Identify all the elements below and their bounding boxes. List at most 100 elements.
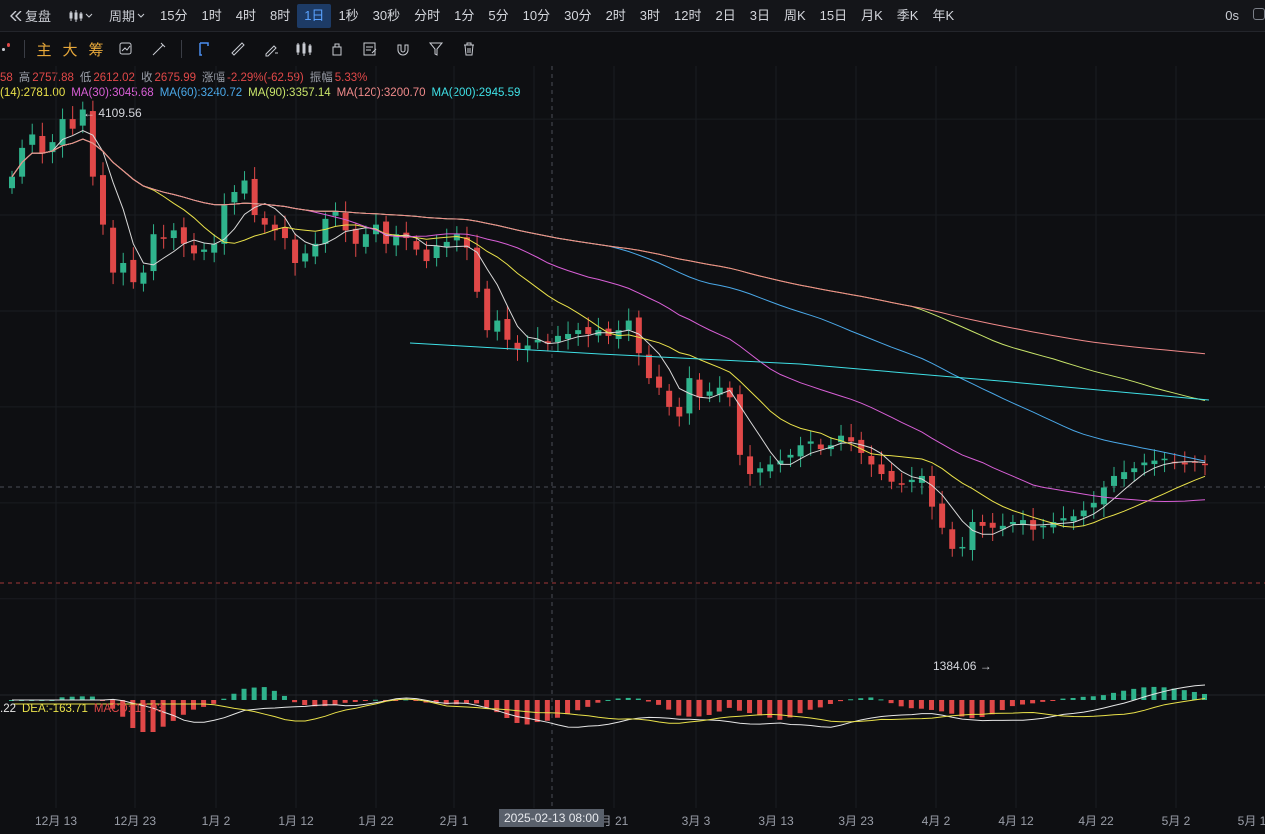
candle-body bbox=[969, 522, 976, 551]
candle-body bbox=[231, 192, 238, 203]
ruler-icon[interactable] bbox=[221, 35, 254, 63]
candle-body bbox=[939, 503, 946, 528]
chips-button[interactable]: 筹 bbox=[88, 41, 104, 59]
candle-body bbox=[211, 243, 218, 253]
macd-bar bbox=[565, 700, 571, 715]
candle-body bbox=[848, 437, 855, 442]
macd-bar bbox=[413, 700, 419, 701]
interval-16[interactable]: 3日 bbox=[749, 7, 770, 23]
interval-13[interactable]: 3时 bbox=[639, 7, 661, 23]
interval-11[interactable]: 30分 bbox=[564, 7, 592, 23]
more-icon[interactable] bbox=[2, 43, 10, 51]
candle-body bbox=[1121, 472, 1128, 480]
open-value: 58 bbox=[0, 72, 13, 84]
interval-6[interactable]: 30秒 bbox=[372, 7, 401, 23]
interval-14[interactable]: 12时 bbox=[674, 7, 702, 23]
lock-icon[interactable] bbox=[320, 35, 353, 63]
indicator-icon[interactable] bbox=[109, 35, 142, 63]
macd-value: MACD:-17.03 bbox=[93, 703, 164, 715]
candle-body bbox=[150, 234, 157, 272]
draw-tools-icon[interactable] bbox=[142, 35, 175, 63]
ma-line bbox=[11, 138, 1206, 503]
macd-bar bbox=[251, 687, 257, 700]
candle-body bbox=[9, 176, 15, 189]
note-icon[interactable] bbox=[353, 35, 386, 63]
interval-4[interactable]: 1日 bbox=[297, 3, 332, 28]
candle-body bbox=[180, 227, 187, 244]
interval-0[interactable]: 15分 bbox=[160, 7, 188, 23]
replay-button[interactable]: 复盘 bbox=[0, 6, 61, 25]
macd-bar bbox=[433, 700, 439, 704]
candle-body bbox=[1100, 487, 1107, 505]
interval-12[interactable]: 2时 bbox=[605, 7, 626, 23]
macd-bar bbox=[888, 700, 894, 704]
interval-21[interactable]: 年K bbox=[932, 7, 955, 23]
macd-bar bbox=[747, 700, 753, 714]
candle-body bbox=[170, 230, 177, 239]
macd-bar bbox=[312, 700, 318, 707]
candle-body bbox=[666, 390, 673, 407]
interval-10[interactable]: 10分 bbox=[522, 7, 551, 23]
candle-body bbox=[474, 247, 481, 292]
macd-bar bbox=[1171, 688, 1177, 700]
interval-17[interactable]: 周K bbox=[783, 7, 806, 23]
interval-20[interactable]: 季K bbox=[896, 7, 919, 23]
candle-body bbox=[221, 205, 228, 244]
candle-body bbox=[49, 142, 56, 153]
change-value: -2.29%(-62.59) bbox=[227, 72, 304, 84]
candle-body bbox=[130, 259, 137, 283]
chevron-down-icon bbox=[85, 13, 93, 18]
macd-bar bbox=[190, 700, 196, 710]
ma-legend-1: MA(30):3045.68 bbox=[71, 87, 154, 99]
interval-9[interactable]: 5分 bbox=[488, 7, 509, 23]
interval-15[interactable]: 2日 bbox=[715, 7, 736, 23]
interval-5[interactable]: 1秒 bbox=[338, 7, 359, 23]
brush-icon[interactable] bbox=[254, 35, 287, 63]
high-value: 2757.88 bbox=[32, 72, 74, 84]
candle-body bbox=[605, 328, 612, 336]
time-label: 2月 1 bbox=[439, 814, 469, 828]
ma-line bbox=[11, 138, 1206, 528]
magnet-icon[interactable] bbox=[386, 35, 419, 63]
interval-1[interactable]: 1时 bbox=[201, 7, 222, 23]
macd-bar bbox=[1090, 696, 1096, 700]
interval-3[interactable]: 8时 bbox=[269, 7, 291, 23]
macd-bar bbox=[453, 700, 459, 705]
low-price-mark: 1384.06 → bbox=[933, 659, 992, 673]
candle-body bbox=[868, 456, 875, 465]
interval-8[interactable]: 1分 bbox=[454, 7, 475, 23]
candle-body bbox=[747, 456, 754, 475]
candle-pattern-icon[interactable] bbox=[287, 35, 320, 63]
cursor-icon[interactable] bbox=[188, 35, 221, 63]
candle-body bbox=[423, 249, 430, 262]
candle-body bbox=[888, 470, 895, 482]
big-order-button[interactable]: 大 bbox=[62, 41, 78, 59]
kline-chart[interactable]: ← 4109.56 1384.06 → bbox=[0, 66, 1265, 808]
ma-legend-0: (14):2781.00 bbox=[0, 87, 66, 99]
time-label: 4月 2 bbox=[921, 814, 951, 828]
interval-2[interactable]: 4时 bbox=[235, 7, 256, 23]
candle-body bbox=[959, 546, 966, 549]
filter-icon[interactable] bbox=[419, 35, 452, 63]
macd-bar bbox=[787, 700, 793, 718]
screenshot-icon[interactable] bbox=[1253, 8, 1265, 20]
time-cursor-label: 2025-02-13 08:00 bbox=[499, 809, 604, 827]
macd-bar bbox=[858, 698, 864, 700]
macd-bar bbox=[130, 700, 136, 729]
interval-19[interactable]: 月K bbox=[861, 7, 883, 23]
ohlc-info: 58 高 2757.88 低 2612.02 收 2675.99 涨幅 -2.29%(-62.5… bbox=[0, 69, 373, 85]
trash-icon[interactable] bbox=[452, 35, 485, 63]
interval-18[interactable]: 15日 bbox=[819, 7, 848, 23]
interval-7[interactable]: 分时 bbox=[414, 7, 441, 23]
period-dropdown[interactable]: 周期 bbox=[101, 6, 153, 25]
macd-dea-value: DEA:-163.71 bbox=[22, 703, 88, 715]
main-indicator-button[interactable]: 主 bbox=[36, 41, 52, 59]
macd-bar bbox=[362, 700, 368, 701]
candle-body bbox=[1060, 518, 1067, 521]
candle-body bbox=[625, 320, 632, 331]
time-label: 3月 23 bbox=[838, 814, 874, 828]
macd-bar bbox=[9, 700, 14, 701]
macd-bar bbox=[605, 699, 611, 701]
chart-type-dropdown[interactable] bbox=[61, 9, 101, 22]
macd-bar bbox=[261, 687, 267, 700]
